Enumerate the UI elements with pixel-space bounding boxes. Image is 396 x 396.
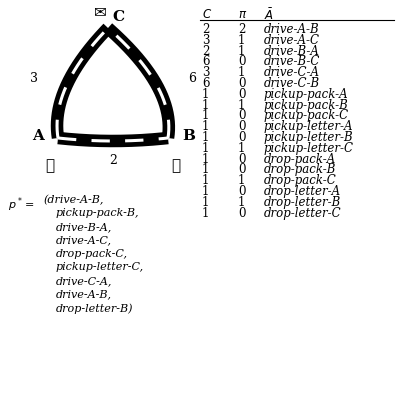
Text: 6: 6: [202, 55, 209, 69]
Text: 0: 0: [238, 88, 246, 101]
Text: 0: 0: [238, 152, 246, 166]
Text: drive-A-B,: drive-A-B,: [56, 289, 112, 299]
Text: 0: 0: [238, 164, 246, 176]
Text: $p^* = $: $p^* = $: [8, 195, 38, 213]
Text: 0: 0: [238, 109, 246, 122]
Text: ✉: ✉: [93, 4, 107, 19]
Text: 1: 1: [202, 152, 209, 166]
Text: 1: 1: [238, 45, 246, 57]
Text: 1: 1: [202, 88, 209, 101]
Text: drive-A-C,: drive-A-C,: [56, 236, 112, 246]
Text: 1: 1: [202, 120, 209, 133]
Text: pickup-letter-A: pickup-letter-A: [264, 120, 354, 133]
Text: 1: 1: [202, 185, 209, 198]
Text: C: C: [112, 10, 124, 24]
Text: pickup-pack-C: pickup-pack-C: [264, 109, 349, 122]
Text: 1: 1: [202, 131, 209, 144]
Text: pickup-pack-B: pickup-pack-B: [264, 99, 349, 112]
Text: 3: 3: [202, 66, 209, 79]
Text: $\bar{A}$: $\bar{A}$: [264, 8, 274, 23]
Text: drop-pack-A: drop-pack-A: [264, 152, 336, 166]
Text: pickup-pack-A: pickup-pack-A: [264, 88, 348, 101]
Text: 6: 6: [202, 77, 209, 90]
Text: drop-letter-B: drop-letter-B: [264, 196, 341, 209]
Text: pickup-letter-C,: pickup-letter-C,: [56, 263, 144, 272]
Text: 6: 6: [188, 72, 196, 84]
Text: drop-letter-C: drop-letter-C: [264, 207, 342, 220]
Text: 0: 0: [238, 207, 246, 220]
Text: 1: 1: [238, 34, 246, 47]
Text: 1: 1: [202, 109, 209, 122]
Text: $C$: $C$: [202, 8, 212, 21]
Text: 1: 1: [238, 99, 246, 112]
Text: 1: 1: [238, 142, 246, 155]
Text: drive-A-C: drive-A-C: [264, 34, 320, 47]
Text: pickup-letter-B: pickup-letter-B: [264, 131, 354, 144]
Text: 1: 1: [202, 174, 209, 187]
Text: 0: 0: [238, 77, 246, 90]
Text: drive-C-B: drive-C-B: [264, 77, 320, 90]
Text: (drive-A-B,: (drive-A-B,: [44, 195, 105, 206]
Text: 0: 0: [238, 131, 246, 144]
Text: 3: 3: [30, 72, 38, 84]
Text: 2: 2: [202, 45, 209, 57]
Text: pickup-pack-B,: pickup-pack-B,: [56, 209, 139, 219]
Text: drive-C-A: drive-C-A: [264, 66, 320, 79]
Text: 2: 2: [109, 154, 117, 166]
Text: drive-C-A,: drive-C-A,: [56, 276, 112, 286]
Text: 🎁: 🎁: [171, 158, 181, 173]
Text: 2: 2: [238, 23, 246, 36]
Text: 1: 1: [238, 66, 246, 79]
Text: A: A: [32, 129, 44, 143]
Text: 1: 1: [238, 174, 246, 187]
Text: 1: 1: [202, 99, 209, 112]
Text: 3: 3: [202, 34, 209, 47]
Text: 1: 1: [202, 164, 209, 176]
Text: 0: 0: [238, 55, 246, 69]
Text: drop-pack-B: drop-pack-B: [264, 164, 336, 176]
Text: drive-B-C: drive-B-C: [264, 55, 320, 69]
Text: $\pi$: $\pi$: [238, 8, 247, 21]
Text: 🚲: 🚲: [46, 158, 55, 173]
Text: 1: 1: [202, 196, 209, 209]
Text: drop-letter-B): drop-letter-B): [56, 303, 133, 314]
Text: 1: 1: [202, 142, 209, 155]
Text: 1: 1: [238, 196, 246, 209]
Text: 1: 1: [202, 207, 209, 220]
Text: drive-B-A,: drive-B-A,: [56, 222, 112, 232]
Text: drive-B-A: drive-B-A: [264, 45, 320, 57]
Text: B: B: [182, 129, 195, 143]
Text: pickup-letter-C: pickup-letter-C: [264, 142, 354, 155]
Text: 0: 0: [238, 120, 246, 133]
Text: drop-pack-C,: drop-pack-C,: [56, 249, 128, 259]
Text: 0: 0: [238, 185, 246, 198]
Text: drive-A-B: drive-A-B: [264, 23, 320, 36]
Text: drop-pack-C: drop-pack-C: [264, 174, 337, 187]
Text: 2: 2: [202, 23, 209, 36]
Text: drop-letter-A: drop-letter-A: [264, 185, 341, 198]
